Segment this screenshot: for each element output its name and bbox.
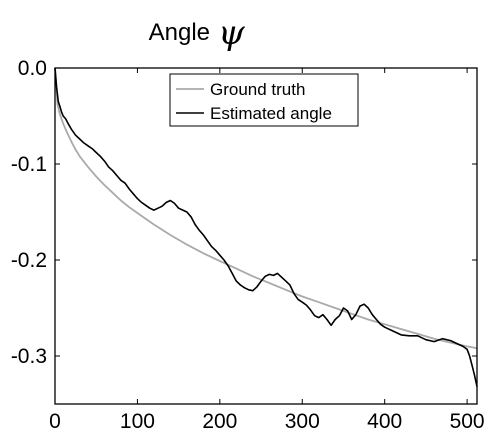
chart-title: Angle xyxy=(149,19,210,46)
x-tick-label: 400 xyxy=(367,410,402,433)
x-tick-label: 0 xyxy=(49,410,61,433)
x-tick-label: 100 xyxy=(120,410,155,433)
x-tick-label: 300 xyxy=(285,410,320,433)
x-tick-label: 500 xyxy=(450,410,485,433)
y-tick-label: 0.0 xyxy=(18,57,47,80)
legend-label: Estimated angle xyxy=(210,104,332,123)
y-tick-label: -0.3 xyxy=(11,345,47,368)
chart-title-symbol: ψ xyxy=(218,13,245,53)
y-tick-label: -0.1 xyxy=(11,153,47,176)
y-tick-label: -0.2 xyxy=(11,249,47,272)
x-tick-label: 200 xyxy=(202,410,237,433)
legend: Ground truth Estimated angle xyxy=(170,74,358,126)
chart-title-text: Angle xyxy=(149,19,210,46)
legend-label: Ground truth xyxy=(210,80,305,99)
